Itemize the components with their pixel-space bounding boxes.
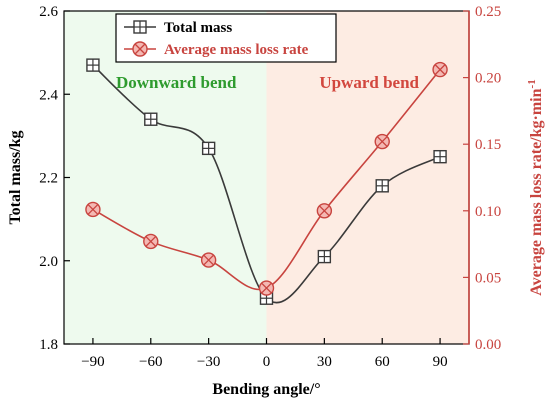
x-tick-label-3: 0 [263, 354, 271, 370]
y-right-tick-label-0: 0.00 [475, 337, 501, 353]
point-mass-loss-rate-5 [374, 133, 390, 150]
y-right-tick-label-1: 0.05 [475, 270, 501, 286]
point-total-mass-1 [144, 112, 158, 126]
x-tick-label-5: 60 [375, 354, 390, 370]
y-left-tick-label-2: 2.2 [39, 171, 58, 187]
region-label-upward: Upward bend [319, 73, 419, 92]
y-left-tick-label-1: 2.0 [39, 254, 58, 270]
point-mass-loss-rate-6 [432, 61, 448, 78]
y-right-tick-label-2: 0.10 [475, 204, 501, 220]
legend-marker-total-mass [133, 20, 147, 34]
legend-marker-mass-loss-rate [132, 41, 148, 57]
point-total-mass-6 [433, 149, 447, 164]
point-mass-loss-rate-0 [85, 201, 101, 218]
y-right-axis-title: Average mass loss rate/kg·min-1 [526, 79, 545, 295]
axes-layer: −90 −60 −30 0 30 60 90 1.8 2.0 2.2 2.4 2.6 0.00 0.05 0… [39, 4, 501, 370]
point-total-mass-2 [201, 141, 216, 156]
y-left-tick-label-3: 2.4 [39, 87, 58, 103]
legend-label-total-mass: Total mass [164, 20, 232, 36]
point-mass-loss-rate-4 [316, 203, 333, 219]
y-right-axis-title-main: Average mass loss rate/kg·min [528, 88, 545, 295]
legend: Total mass Average mass loss rate [115, 13, 337, 63]
point-mass-loss-rate-1 [143, 233, 159, 250]
legend-box [115, 13, 337, 63]
x-tick-label-0: −90 [81, 354, 104, 370]
x-tick-label-1: −60 [139, 354, 162, 370]
y-right-tick-label-4: 0.20 [475, 71, 501, 87]
y-left-axis-title: Total mass/kg [7, 130, 24, 224]
point-total-mass-5 [375, 179, 389, 193]
region-label-downward: Downward bend [116, 73, 237, 92]
x-tick-label-4: 30 [317, 354, 332, 370]
point-mass-loss-rate-3 [258, 280, 275, 296]
y-left-tick-label-0: 1.8 [39, 337, 58, 353]
y-left-tick-label-4: 2.6 [39, 4, 58, 20]
y-right-tick-label-5: 0.25 [475, 4, 501, 20]
y-right-axis-title-superscript: -1 [526, 79, 538, 88]
x-tick-label-6: 90 [433, 354, 448, 370]
x-axis-title: Bending angle/° [212, 381, 320, 398]
point-total-mass-0 [86, 58, 100, 72]
legend-label-mass-loss-rate: Average mass loss rate [164, 42, 309, 58]
point-mass-loss-rate-2 [200, 252, 217, 268]
series-layer [85, 58, 448, 305]
y-right-tick-label-3: 0.15 [475, 137, 501, 153]
labels-layer: Downward bend Upward bend Bending angle/° T… [7, 73, 545, 398]
point-total-mass-4 [317, 249, 332, 264]
x-tick-label-2: −30 [197, 354, 220, 370]
